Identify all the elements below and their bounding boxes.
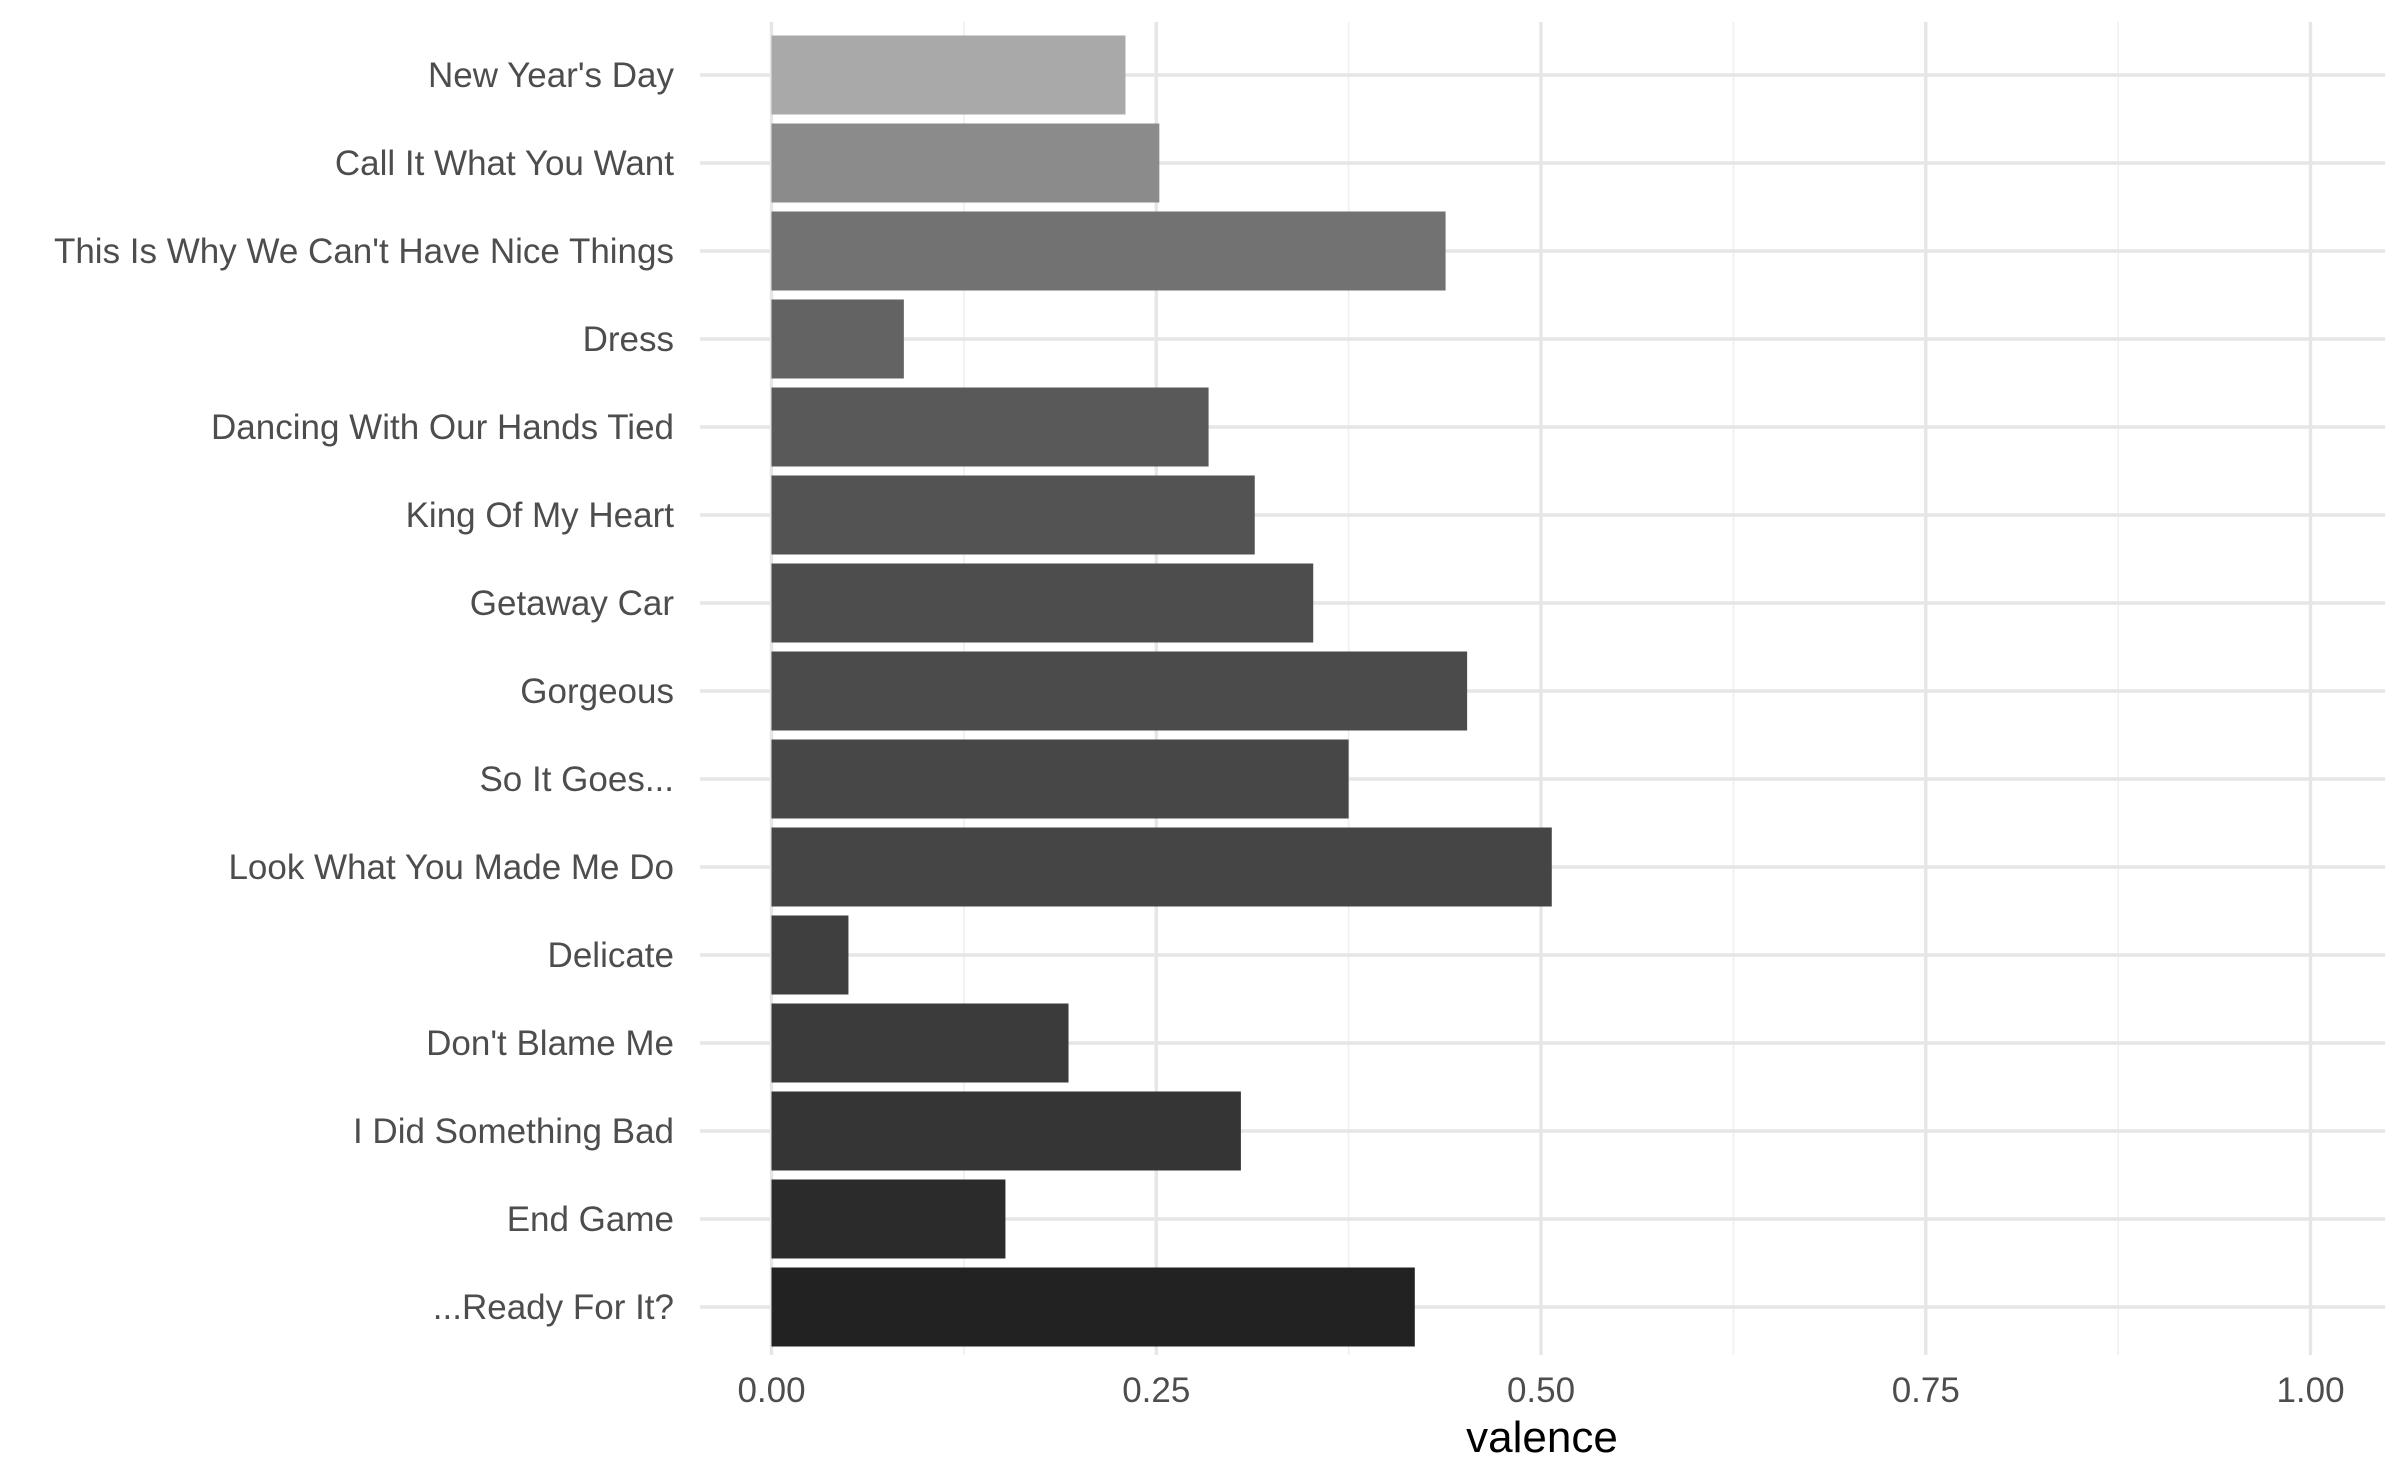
y-tick-label: King Of My Heart: [406, 496, 675, 535]
y-tick-label: I Did Something Bad: [353, 1112, 674, 1151]
y-tick-label: Don't Blame Me: [426, 1024, 674, 1063]
x-tick-label: 0.00: [737, 1371, 805, 1410]
bar: [771, 211, 1446, 291]
bar: [771, 651, 1468, 731]
x-tick-label: 1.00: [2276, 1371, 2344, 1410]
bar: [771, 1179, 1006, 1259]
y-tick-label: Getaway Car: [470, 584, 675, 623]
bar: [771, 387, 1209, 467]
y-tick-label: End Game: [507, 1200, 674, 1239]
y-tick-label: ...Ready For It?: [433, 1288, 674, 1327]
bar: [771, 1003, 1069, 1083]
y-tick-label: Dancing With Our Hands Tied: [211, 408, 674, 447]
y-tick-label: Look What You Made Me Do: [228, 848, 674, 887]
bar: [771, 1091, 1241, 1171]
bar: [771, 739, 1349, 819]
bar: [771, 35, 1126, 115]
x-axis-tick-labels: 0.00 0.25 0.50 0.75 1.00: [737, 1371, 2344, 1410]
y-tick-label: Dress: [583, 320, 674, 359]
x-tick-label: 0.25: [1122, 1371, 1190, 1410]
y-tick-label: Delicate: [548, 936, 674, 975]
x-axis-title: valence: [1466, 1413, 1618, 1462]
bar: [771, 299, 904, 379]
bar: [771, 1267, 1415, 1347]
bar: [771, 563, 1314, 643]
y-tick-label: So It Goes...: [479, 760, 674, 799]
y-tick-label: This Is Why We Can't Have Nice Things: [54, 232, 674, 271]
y-axis-tick-labels: New Year's Day Call It What You Want This …: [54, 56, 675, 1327]
x-tick-label: 0.75: [1892, 1371, 1960, 1410]
x-tick-label: 0.50: [1507, 1371, 1575, 1410]
bar: [771, 123, 1160, 203]
y-tick-label: New Year's Day: [428, 56, 674, 95]
bar: [771, 915, 849, 995]
bars: [771, 35, 1552, 1347]
y-tick-label: Call It What You Want: [335, 144, 674, 183]
bar: [771, 475, 1255, 555]
bar: [771, 827, 1552, 907]
y-tick-label: Gorgeous: [520, 672, 674, 711]
